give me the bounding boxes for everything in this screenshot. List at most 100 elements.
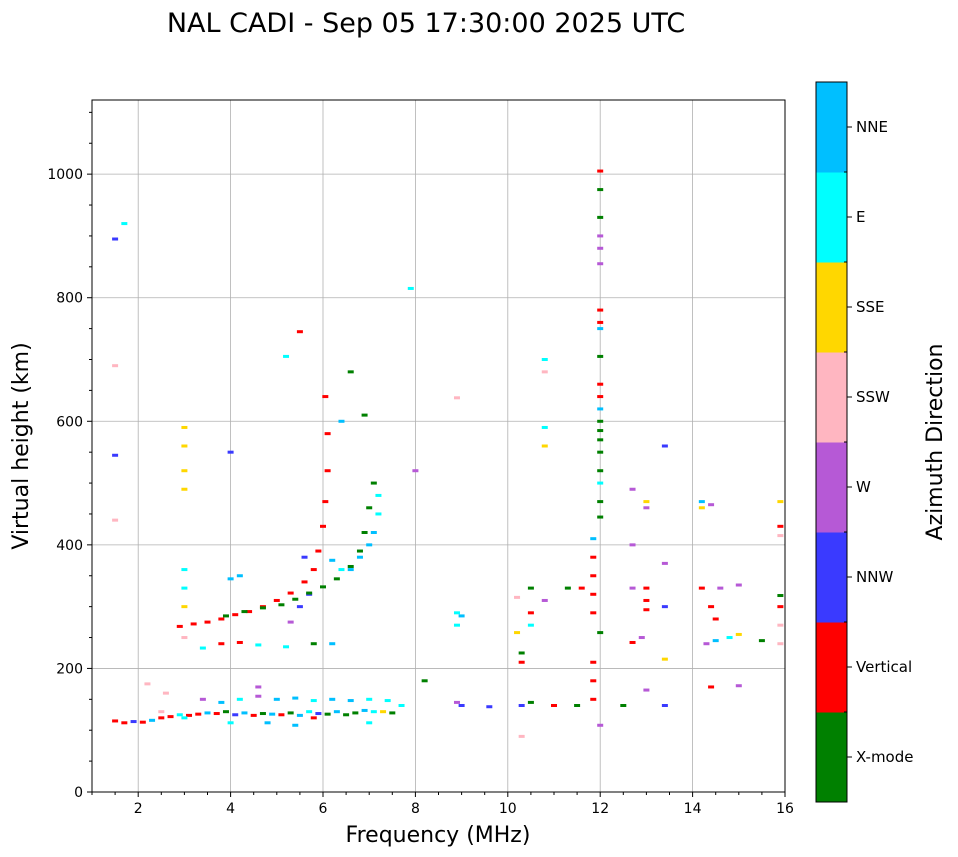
echo-point (301, 580, 308, 584)
echo-point (181, 568, 188, 572)
echo-point (112, 453, 119, 457)
echo-point (712, 617, 719, 621)
echo-point (112, 237, 119, 241)
echo-point (777, 623, 784, 627)
echo-point (236, 574, 243, 578)
echo-point (698, 506, 705, 510)
echo-point (366, 721, 373, 725)
echo-point (370, 710, 377, 714)
echo-point (181, 586, 188, 590)
echo-point (176, 624, 183, 628)
echo-point (112, 719, 119, 723)
echo-point (643, 608, 650, 612)
echo-point (121, 222, 128, 226)
echo-point (590, 537, 597, 541)
echo-point (777, 605, 784, 609)
colorbar-tick-label: SSW (856, 388, 890, 406)
echo-point (264, 721, 271, 725)
echo-point (597, 320, 604, 324)
echo-point (195, 712, 202, 716)
colorbar-tick-label: NNW (856, 568, 893, 586)
y-tick-label: 200 (56, 661, 83, 677)
echo-point (278, 713, 285, 717)
echo-point (703, 642, 710, 646)
echo-point (597, 234, 604, 238)
axes: 2 4 6 8 10 12 14 16 0 200 400 600 800 1000 (47, 111, 794, 817)
echo-point (181, 469, 188, 473)
echo-point (232, 713, 239, 717)
echo-point (597, 354, 604, 358)
echo-point (366, 697, 373, 701)
echo-point (597, 429, 604, 433)
echo-point (407, 286, 414, 290)
x-tick-label: 6 (319, 801, 328, 817)
echo-point (453, 623, 460, 627)
echo-point (597, 438, 604, 442)
x-tick-label: 12 (591, 801, 609, 817)
echo-point (333, 710, 340, 714)
chart-title: NAL CADI - Sep 05 17:30:00 2025 UTC (167, 8, 685, 39)
echo-point (375, 493, 382, 497)
y-tick-label: 800 (56, 291, 83, 307)
echo-point (712, 639, 719, 643)
echo-point (199, 646, 206, 650)
colorbar-tick-label: NNE (856, 118, 888, 136)
plot-frame (91, 99, 786, 793)
echo-point (370, 531, 377, 534)
echo-point (329, 697, 336, 701)
echo-point (366, 543, 373, 547)
echo-point (227, 721, 234, 725)
echo-point (162, 691, 169, 695)
colorbar-swatch-w (816, 442, 847, 533)
echo-point (643, 688, 650, 692)
echo-point (320, 585, 326, 589)
echo-point (597, 188, 604, 192)
echo-point (232, 613, 239, 617)
echo-point (306, 591, 313, 595)
echo-point (597, 631, 604, 635)
x-tick-label: 14 (684, 801, 702, 817)
echo-point (338, 568, 345, 572)
echo-point (590, 660, 597, 664)
echo-point (222, 614, 229, 618)
echo-point (453, 396, 460, 400)
echo-point (597, 469, 604, 473)
echo-point (486, 705, 493, 709)
echo-point (315, 549, 322, 553)
echo-point (453, 611, 460, 615)
echo-point (144, 682, 151, 686)
echo-point (181, 605, 188, 609)
echo-point (356, 549, 363, 553)
echo-point (347, 568, 354, 572)
echo-point (590, 592, 597, 596)
echo-point (620, 704, 627, 707)
echo-point (638, 636, 645, 640)
echo-point (338, 419, 345, 423)
echo-point (597, 407, 604, 411)
echo-point (777, 500, 784, 504)
echo-point (551, 704, 557, 707)
echo-point (190, 622, 197, 626)
echo-point (735, 583, 742, 587)
echo-point (329, 558, 336, 562)
echo-point (112, 364, 119, 368)
echo-point (361, 413, 368, 417)
echo-point (324, 432, 331, 436)
echo-point (412, 469, 419, 473)
echo-point (181, 487, 188, 491)
colorbar-swatch-x-mode (816, 712, 847, 803)
echo-point (590, 679, 597, 683)
echo-point (380, 710, 387, 714)
echo-point (167, 715, 174, 719)
echo-point (310, 716, 317, 720)
grid (92, 100, 785, 792)
echo-point (541, 425, 548, 429)
echo-point (527, 611, 534, 615)
echo-point (204, 711, 211, 715)
echo-point (292, 723, 299, 727)
echo-point (597, 169, 604, 173)
echo-point (661, 657, 668, 661)
echo-point (708, 605, 715, 609)
echo-point (315, 712, 322, 716)
